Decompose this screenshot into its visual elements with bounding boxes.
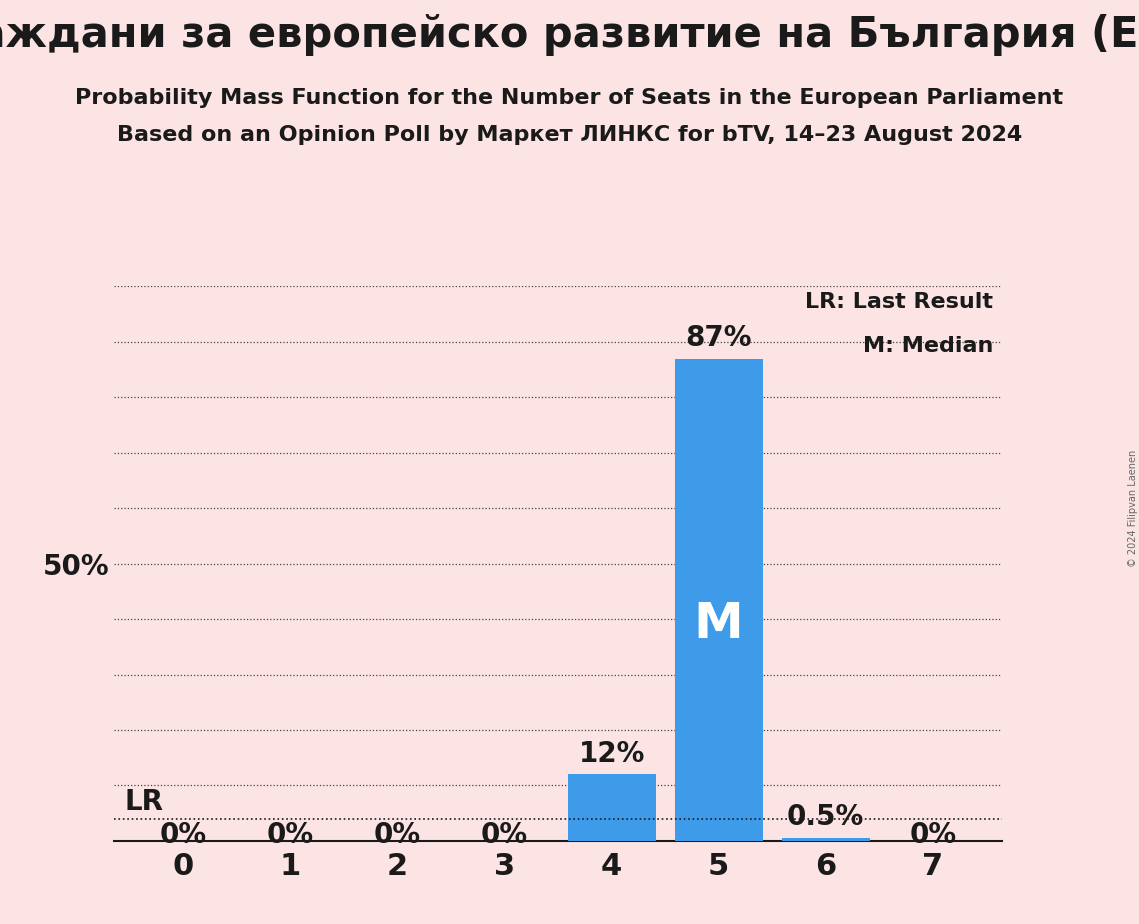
Text: 0%: 0% [267,821,314,849]
Text: LR: LR [124,788,164,816]
Text: M: M [694,600,744,648]
Text: 87%: 87% [686,323,752,352]
Text: 12%: 12% [579,739,645,768]
Text: 0%: 0% [481,821,528,849]
Bar [781,838,869,841]
Bar [567,774,656,841]
Text: Based on an Opinion Poll by Маркет ЛИНКС for bTV, 14–23 August 2024: Based on an Opinion Poll by Маркет ЛИНКС… [117,125,1022,145]
Text: LR: Last Result: LR: Last Result [805,292,993,312]
Text: 0%: 0% [374,821,421,849]
Bar [674,359,762,841]
Text: Probability Mass Function for the Number of Seats in the European Parliament: Probability Mass Function for the Number… [75,88,1064,108]
Text: 0%: 0% [159,821,207,849]
Text: Граждани за европейско развитие на България (ЕРР): Граждани за европейско развитие на Бълга… [0,14,1139,55]
Text: 0%: 0% [909,821,957,849]
Text: © 2024 Filipvan Laenen: © 2024 Filipvan Laenen [1129,450,1138,566]
Text: 0.5%: 0.5% [787,803,865,832]
Text: M: Median: M: Median [863,336,993,357]
